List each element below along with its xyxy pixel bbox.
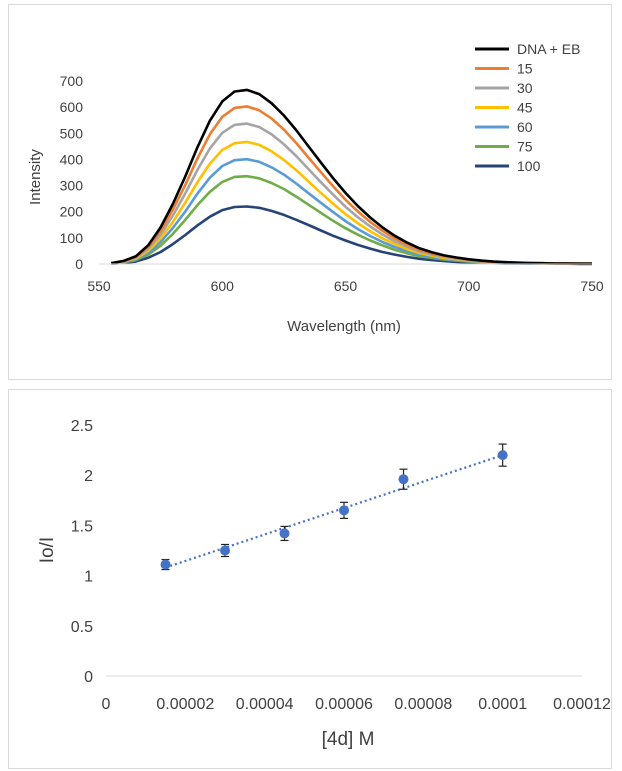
data-point [220,545,230,556]
x-tick-label: 0.00002 [156,696,214,713]
x-tick-label: 0.00012 [553,696,611,713]
x-tick-label: 700 [457,278,481,294]
data-point-group [339,501,349,519]
y-tick-label: 600 [60,99,84,115]
x-tick-label: 0.00008 [394,696,452,713]
y-tick-label: 2 [84,468,93,485]
y-tick-label: 0 [75,256,83,272]
y-tick-label: 400 [60,151,84,167]
y-tick-label: 300 [60,178,84,194]
y-tick-label: 100 [60,230,84,246]
emission-spectra-chart-panel: 0 100 200 300 400 500 600 700 550 600 650 700 750 I… [8,4,612,380]
y-tick-label: 1 [84,569,93,586]
x-tick-label: 550 [87,278,111,294]
data-point-group [398,468,409,490]
data-point [160,559,171,570]
x-tick-label: 0.0001 [478,696,527,713]
y-tick-label: 200 [60,204,84,220]
data-point [398,474,409,485]
stern-volmer-chart: 0 0.5 1 1.5 2 2.5 0 0.00002 0.00004 0.00006 0.000… [37,418,611,750]
legend-label: 15 [517,61,533,77]
x-tick-label: 750 [580,278,604,294]
stern-volmer-chart-panel: 0 0.5 1 1.5 2 2.5 0 0.00002 0.00004 0.00006 0.000… [8,389,612,769]
legend-label: 30 [517,80,533,96]
legend-label: DNA + EB [517,41,580,57]
x-axis-label: [4d] M [322,729,375,750]
y-tick-label: 0 [84,669,93,686]
legend-label: 60 [517,119,533,135]
linear-trendline [165,454,504,569]
x-tick-label: 650 [334,278,358,294]
y-axis-label: Io/I [37,537,58,563]
y-tick-label: 700 [60,73,84,89]
emission-spectra-chart: 0 100 200 300 400 500 600 700 550 600 650 700 750 I… [27,41,604,335]
x-tick-label: 0 [102,696,111,713]
y-tick-label: 1.5 [71,518,93,535]
data-point [497,450,508,461]
legend-label: 100 [517,158,541,174]
data-point-group [497,443,508,467]
y-tick-label: 0.5 [71,619,93,636]
legend-label: 75 [517,139,533,155]
series-line-dna-eb [111,88,592,266]
y-tick-label: 2.5 [71,418,93,435]
data-point-group [279,525,290,542]
legend: DNA + EB 15 30 45 60 75 100 [475,41,580,174]
data-point [279,528,290,539]
x-tick-label: 0.00006 [315,696,373,713]
y-tick-label: 500 [60,125,84,141]
data-point [339,505,349,516]
y-axis-label: Intensity [27,149,44,205]
data-point-group [160,558,171,571]
x-axis-label: Wavelength (nm) [287,318,401,335]
legend-label: 45 [517,100,533,116]
data-point-group [220,543,230,558]
x-tick-label: 600 [211,278,235,294]
x-tick-label: 0.00004 [236,696,294,713]
